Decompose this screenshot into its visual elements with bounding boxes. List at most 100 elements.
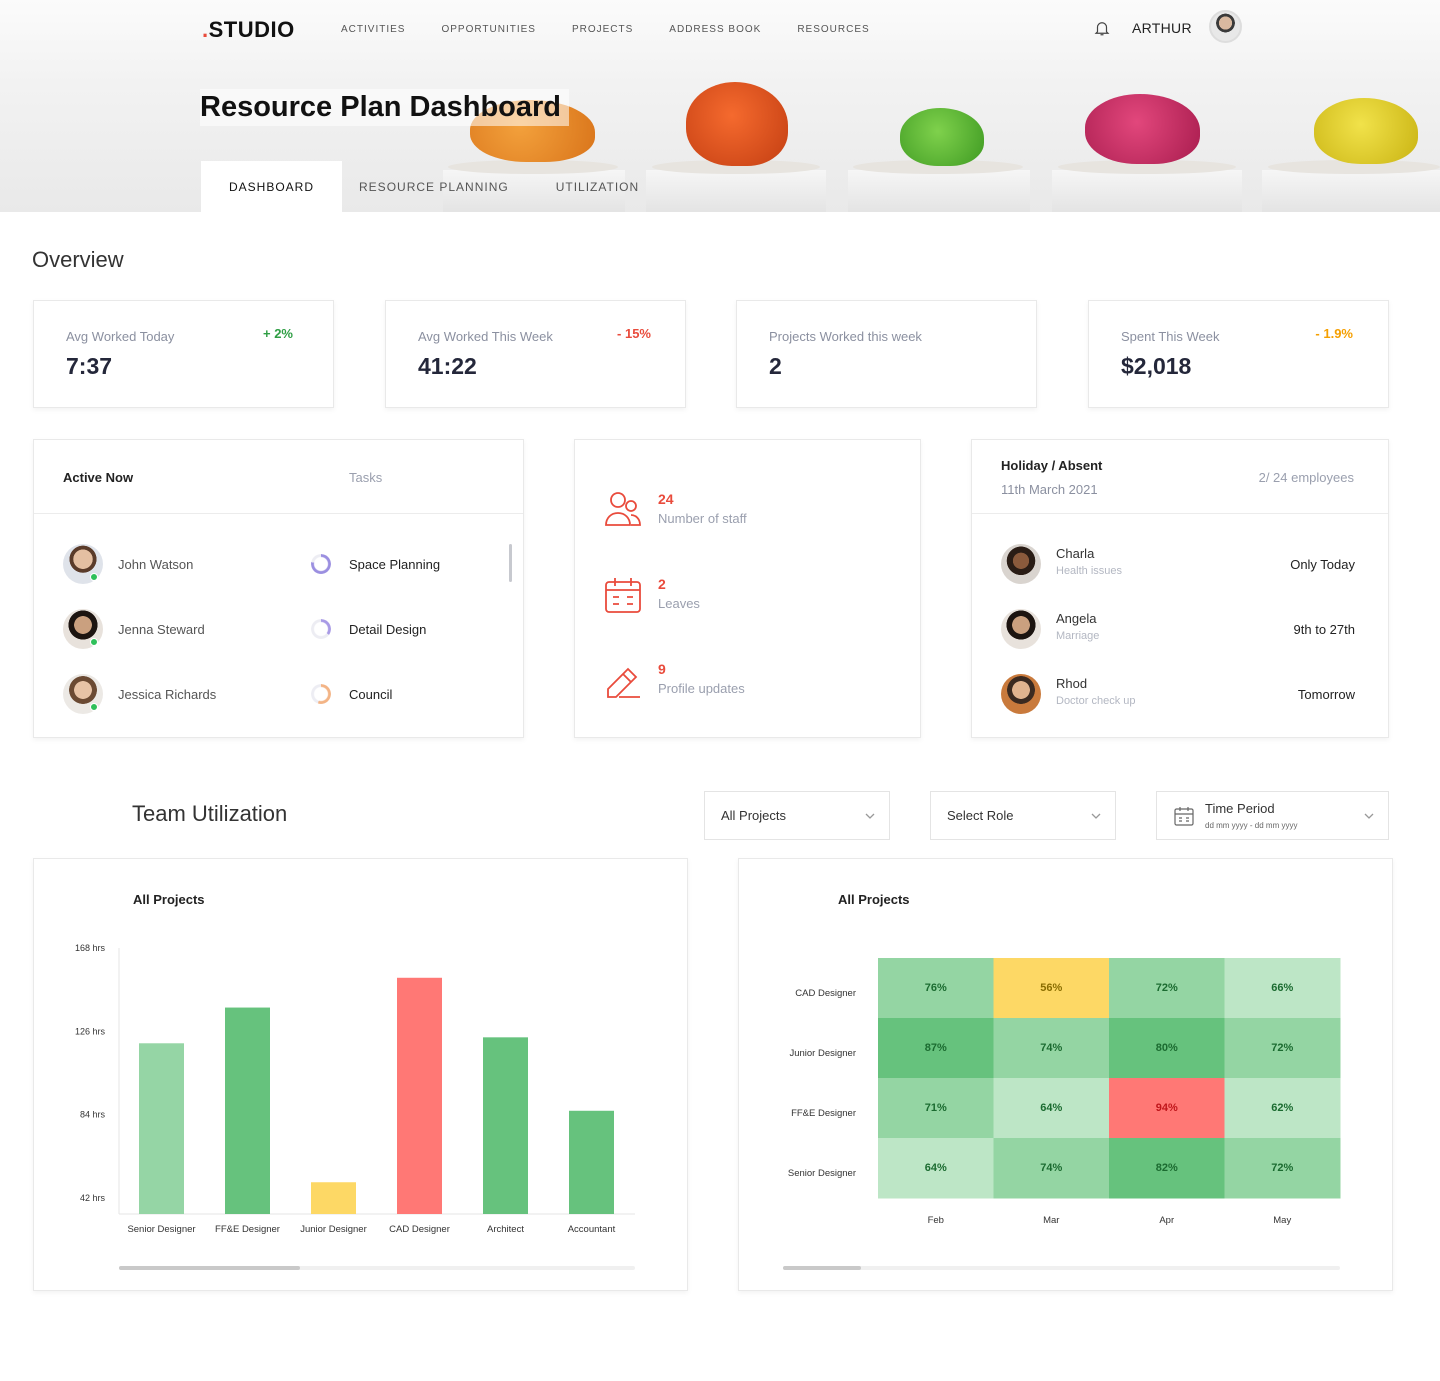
projects-dropdown[interactable]: All Projects (704, 791, 890, 840)
time-period-picker[interactable]: Time Period dd mm yyyy - dd mm yyyy (1156, 791, 1389, 840)
tasks-header: Tasks (349, 470, 383, 485)
stat-change: + 2% (263, 326, 293, 341)
studio-logo[interactable]: .STUDIO (202, 17, 295, 43)
heatmap-cell (1109, 1018, 1225, 1079)
profile-updates-row[interactable]: 9 Profile updates (605, 661, 905, 705)
absence-reason: Health issues (1056, 565, 1123, 577)
person-name: Jenna Steward (118, 622, 205, 637)
bar-chart-scrollbar[interactable] (119, 1266, 635, 1270)
stat-card-projects-week: Projects Worked this week 2 (736, 300, 1037, 408)
stat-card-avg-today: Avg Worked Today 7:37 + 2% (33, 300, 334, 408)
active-row[interactable]: Jessica Richards Council (63, 674, 523, 714)
active-now-header: Active Now Tasks (34, 440, 523, 514)
active-row[interactable]: Jenna Steward Detail Design (63, 609, 523, 649)
leaves-count: 2 (658, 576, 666, 592)
heatmap-cell (1224, 1138, 1341, 1199)
calendar-icon (605, 578, 641, 613)
time-period-label: Time Period (1205, 801, 1275, 816)
heatmap-scrollbar[interactable] (783, 1266, 1340, 1270)
calendar-icon (1174, 807, 1194, 826)
list-scrollbar[interactable] (509, 544, 512, 582)
heatmap-cell (1109, 1078, 1225, 1139)
role-dropdown[interactable]: Select Role (930, 791, 1116, 840)
nav-opportunities[interactable]: OPPORTUNITIES (441, 24, 536, 35)
tab-utilization[interactable]: UTILIZATION (555, 180, 640, 194)
staff-count: 24 (658, 491, 674, 507)
holiday-row[interactable]: Rhod Doctor check up Tomorrow (1001, 674, 1355, 714)
bar-chart: 168 hrs 126 hrs 84 hrs 42 hrs Senior Designe… (75, 943, 635, 1235)
row-label: Senior Designer (788, 1168, 856, 1179)
cell-value-label: 66% (1271, 982, 1293, 994)
heatmap-cell (1224, 1018, 1341, 1079)
holiday-row[interactable]: Charla Health issues Only Today (1001, 544, 1355, 584)
cell-value-label: 64% (925, 1162, 947, 1174)
cell-value-label: 74% (1040, 1042, 1062, 1054)
progress-ring-icon (311, 619, 331, 639)
heatmap-cell (993, 1018, 1110, 1079)
chevron-down-icon (1091, 813, 1101, 819)
cell-value-label: 56% (1040, 982, 1062, 994)
staff-count-row[interactable]: 24 Number of staff (605, 491, 905, 535)
hero-banner: .STUDIO ACTIVITIES OPPORTUNITIES PROJECT… (0, 0, 1440, 212)
bar (225, 1007, 270, 1214)
nav-address-book[interactable]: ADDRESS BOOK (669, 24, 762, 35)
active-row[interactable]: John Watson Space Planning (63, 544, 523, 584)
row-label: CAD Designer (795, 988, 856, 999)
username[interactable]: ARTHUR (1132, 20, 1192, 36)
cell-value-label: 72% (1271, 1042, 1293, 1054)
cell-value-label: 74% (1040, 1162, 1062, 1174)
page-title: Resource Plan Dashboard (200, 89, 569, 126)
absence-period: Tomorrow (1297, 687, 1355, 702)
stat-card-avg-week: Avg Worked This Week 41:22 - 15% (385, 300, 686, 408)
bar (397, 977, 442, 1214)
heatmap-title: All Projects (838, 892, 910, 907)
cell-value-label: 62% (1271, 1102, 1293, 1114)
column-label: Apr (1159, 1215, 1174, 1226)
x-tick-label: FF&E Designer (215, 1224, 280, 1235)
bar-chart-scroll-thumb[interactable] (119, 1266, 300, 1270)
chevron-down-icon (1364, 813, 1374, 819)
heatmap-scroll-thumb[interactable] (783, 1266, 861, 1270)
tab-dashboard[interactable]: DASHBOARD (201, 161, 343, 212)
bar (311, 1182, 356, 1214)
heatmap-card: All Projects CAD Designer 76% 56% 72% 66% Jun… (738, 858, 1393, 1291)
holiday-row[interactable]: Angela Marriage 9th to 27th (1001, 609, 1355, 649)
person-name: Angela (1056, 611, 1097, 626)
user-avatar[interactable] (1209, 10, 1242, 43)
stat-label: Avg Worked This Week (418, 329, 553, 344)
nav-resources[interactable]: RESOURCES (797, 24, 870, 35)
heatmap-cell (993, 1078, 1110, 1139)
nav-projects[interactable]: PROJECTS (571, 24, 634, 35)
leaves-row[interactable]: 2 Leaves (605, 576, 905, 620)
person-name: Jessica Richards (118, 687, 217, 702)
cell-value-label: 80% (1156, 1042, 1178, 1054)
cell-value-label: 72% (1271, 1162, 1293, 1174)
holiday-date: 11th March 2021 (1001, 482, 1098, 497)
nav-activities[interactable]: ACTIVITIES (341, 24, 406, 35)
projects-dropdown-value: All Projects (721, 808, 787, 823)
absence-reason: Doctor check up (1056, 695, 1136, 707)
stat-card-spent-week: Spent This Week $2,018 - 1.9% (1088, 300, 1389, 408)
main-nav: ACTIVITIES OPPORTUNITIES PROJECTS ADDRES… (341, 24, 906, 35)
heatmap-cell (1224, 1078, 1341, 1139)
task-name: Space Planning (349, 557, 441, 572)
overview-title: Overview (32, 247, 124, 272)
column-label: Mar (1043, 1215, 1059, 1226)
y-tick-label: 126 hrs (75, 1026, 106, 1036)
stat-value: 2 (769, 353, 782, 379)
row-label: FF&E Designer (791, 1108, 856, 1119)
stat-value: 41:22 (418, 353, 477, 379)
cell-value-label: 87% (925, 1042, 947, 1054)
progress-ring-icon (311, 554, 331, 574)
row-label: Junior Designer (789, 1048, 856, 1059)
avatar (1001, 544, 1041, 584)
tab-bar: DASHBOARD RESOURCE PLANNING UTILIZATION (201, 161, 659, 212)
bell-icon[interactable] (1093, 19, 1111, 37)
holiday-header: Holiday / Absent 11th March 2021 2/ 24 e… (972, 440, 1388, 514)
cell-value-label: 82% (1156, 1162, 1178, 1174)
absence-period: Only Today (1290, 557, 1355, 572)
absence-period: 9th to 27th (1293, 622, 1355, 637)
tab-resource-planning[interactable]: RESOURCE PLANNING (359, 180, 509, 194)
holiday-card: Holiday / Absent 11th March 2021 2/ 24 e… (971, 439, 1389, 738)
